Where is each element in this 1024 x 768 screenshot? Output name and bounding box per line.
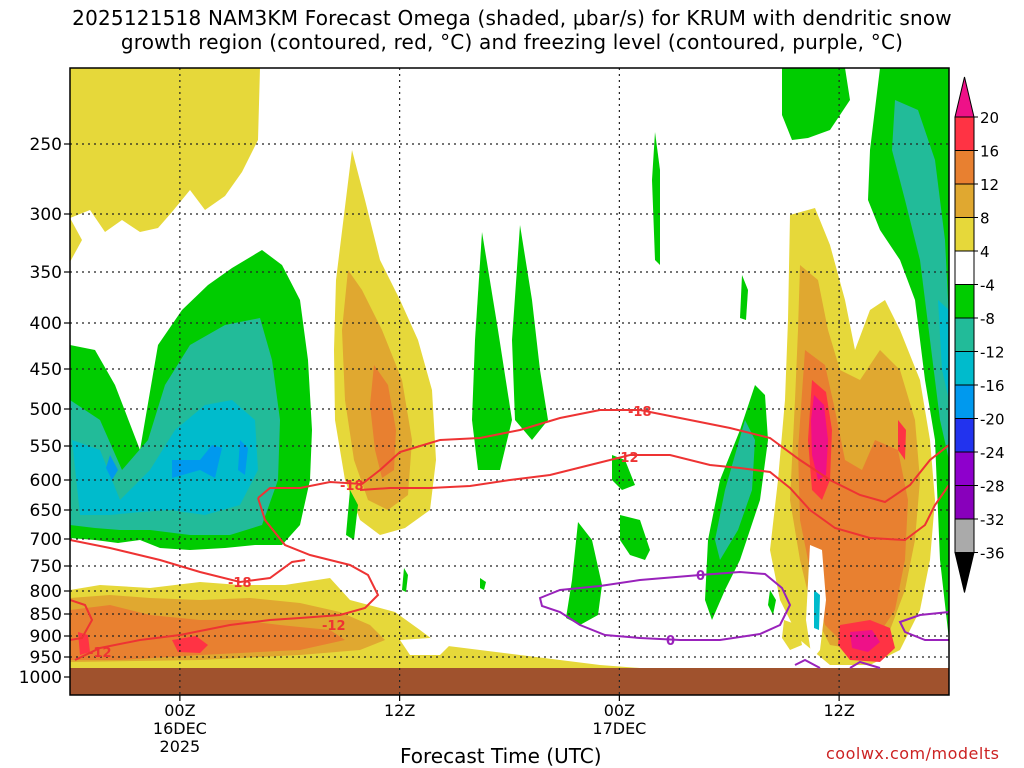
y-tick-label-300: 300 <box>30 205 62 225</box>
chart-title-line2: growth region (contoured, red, °C) and f… <box>120 30 904 54</box>
contour-minus18 <box>70 409 949 584</box>
credit-link[interactable]: coolwx.com/modelts <box>826 744 1000 763</box>
y-tick-label-500: 500 <box>30 400 62 420</box>
y-tick-label-550: 550 <box>30 437 62 457</box>
shade-right-max <box>811 395 828 480</box>
colorbar-label-11: 12 <box>980 176 999 194</box>
x-tick-label-0-0: 00Z <box>164 701 195 720</box>
colorbar-swatch-6 <box>954 351 975 386</box>
y-tick-label-600: 600 <box>30 471 62 491</box>
ground-surface <box>70 668 949 695</box>
colorbar-swatch-9 <box>954 250 975 285</box>
x-axis: 00Z16DEC202512Z00Z17DEC12Z00Z18DEC <box>153 695 855 756</box>
y-tick-label-250: 250 <box>30 135 62 155</box>
colorbar-label-1: -32 <box>980 511 1005 529</box>
x-axis-label: Forecast Time (UTC) <box>400 744 602 768</box>
x-tick-label-0-1: 16DEC <box>153 719 207 738</box>
contour-label-minus12-a: -12 <box>615 451 639 466</box>
colorbar-label-9: 4 <box>980 243 990 261</box>
x-tick-label-1-0: 12Z <box>384 701 415 720</box>
contour-label-minus18-b: -18 <box>228 576 252 591</box>
contour-label-minus12-c: -12 <box>88 646 112 661</box>
colorbar-label-3: -24 <box>980 444 1005 462</box>
chart-title-line1: 2025121518 NAM3KM Forecast Omega (shaded… <box>72 6 952 30</box>
colorbar-label-7: -8 <box>980 310 995 328</box>
colorbar-label-4: -20 <box>980 411 1005 429</box>
contour-label-minus18-a: -18 <box>340 479 364 494</box>
contour-label-zero-b: 0 <box>666 634 675 649</box>
colorbar: -36 -32 -28 -24 -20 -16 -12 -8 -4 4 8 12 16 20 <box>954 76 1005 593</box>
colorbar-swatch-0 <box>954 552 975 593</box>
colorbar-label-8: -4 <box>980 277 995 295</box>
omega-shading <box>70 68 949 695</box>
colorbar-label-5: -16 <box>980 377 1005 395</box>
colorbar-swatch-13 <box>954 116 975 151</box>
y-tick-label-650: 650 <box>30 501 62 521</box>
x-tick-label-3-0: 12Z <box>823 701 854 720</box>
red-contours <box>70 409 949 661</box>
colorbar-swatch-10 <box>954 217 975 252</box>
shade-upper-left-positive <box>70 68 260 232</box>
colorbar-swatch-1 <box>954 518 975 553</box>
colorbar-label-10: 8 <box>980 210 990 228</box>
contour-minus12 <box>70 454 949 661</box>
x-tick-label-0-2: 2025 <box>160 737 201 756</box>
y-tick-label-900: 900 <box>30 627 62 647</box>
colorbar-swatch-12 <box>954 150 975 185</box>
colorbar-swatch-14 <box>954 76 975 118</box>
colorbar-swatch-4 <box>954 418 975 453</box>
shade-left-core <box>172 445 222 478</box>
shade-low-level-band <box>70 605 345 660</box>
y-tick-label-450: 450 <box>30 360 62 380</box>
colorbar-label-6: -12 <box>980 344 1005 362</box>
colorbar-swatch-2 <box>954 485 975 520</box>
colorbar-swatch-8 <box>954 284 975 319</box>
colorbar-label-12: 16 <box>980 143 999 161</box>
contour-labels: -18 -18 -18 -12 -12 -12 0 0 <box>88 405 705 661</box>
y-tick-label-750: 750 <box>30 557 62 577</box>
y-tick-label-800: 800 <box>30 582 62 602</box>
colorbar-swatch-3 <box>954 451 975 486</box>
contour-label-zero-a: 0 <box>696 569 705 584</box>
colorbar-swatch-7 <box>954 317 975 352</box>
contour-zero <box>538 570 792 641</box>
colorbar-label-2: -28 <box>980 478 1005 496</box>
x-tick-label-2-1: 17DEC <box>592 719 646 738</box>
colorbar-label-0: -36 <box>980 545 1005 563</box>
y-tick-label-1000: 1000 <box>19 668 62 688</box>
colorbar-label-13: 20 <box>980 109 999 127</box>
contour-label-minus18-c: -18 <box>628 405 652 420</box>
x-tick-label-2-0: 00Z <box>604 701 635 720</box>
y-tick-label-700: 700 <box>30 530 62 550</box>
colorbar-swatch-5 <box>954 384 975 419</box>
purple-contours <box>538 570 949 669</box>
contour-label-minus12-b: -12 <box>322 619 346 634</box>
y-tick-label-950: 950 <box>30 648 62 668</box>
colorbar-swatch-11 <box>954 183 975 218</box>
y-tick-label-350: 350 <box>30 263 62 283</box>
y-tick-label-850: 850 <box>30 605 62 625</box>
plot-frame <box>69 67 950 696</box>
y-tick-label-400: 400 <box>30 314 62 334</box>
